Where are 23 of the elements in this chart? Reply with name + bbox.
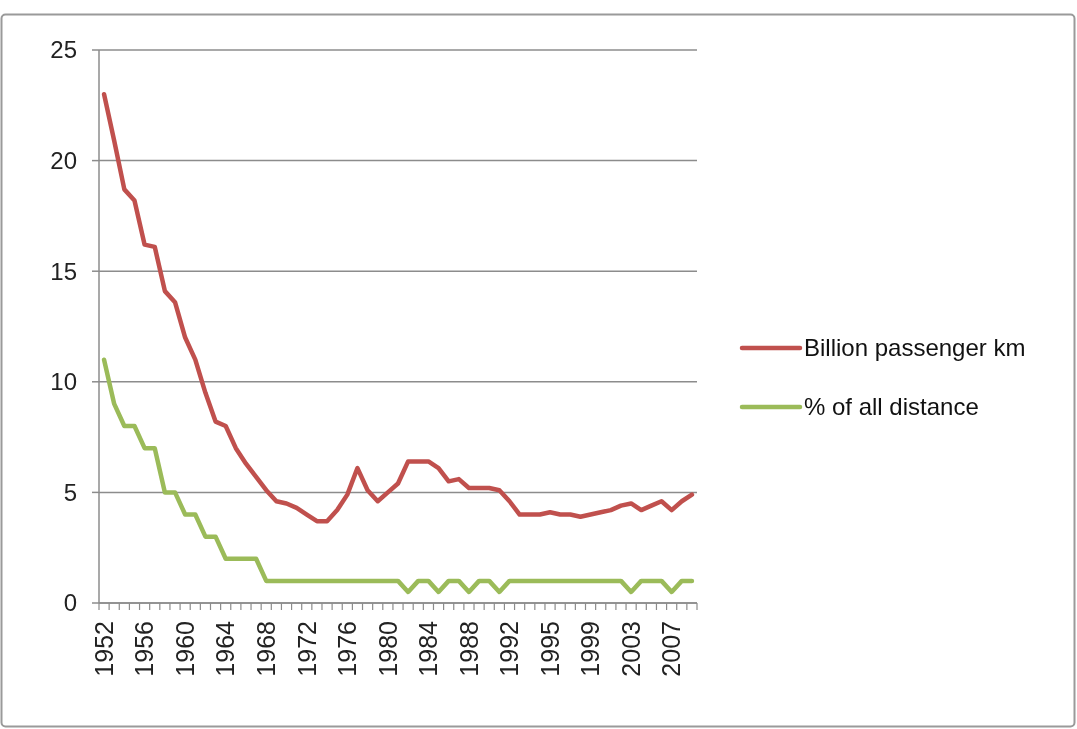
x-tick-label: 1964 xyxy=(211,620,240,677)
x-tick-label: 1999 xyxy=(576,621,605,677)
x-tick-label: 1952 xyxy=(89,621,118,677)
x-tick-label: 1992 xyxy=(495,621,524,677)
x-tick-label: 2003 xyxy=(616,621,645,677)
x-tick-label: 2007 xyxy=(657,621,686,677)
y-tick-label: 10 xyxy=(50,368,77,396)
y-tick-label: 15 xyxy=(50,257,77,285)
x-tick-label: 1968 xyxy=(251,621,280,677)
x-tick-label: 1995 xyxy=(535,621,564,677)
legend-label: % of all distance xyxy=(804,393,979,421)
y-tick-label: 0 xyxy=(63,589,77,617)
x-tick-label: 1972 xyxy=(292,621,321,677)
x-tick-label: 1984 xyxy=(414,620,443,677)
y-tick-label: 25 xyxy=(50,36,77,64)
legend-label: Billion passenger km xyxy=(804,334,1026,362)
x-tick-label: 1980 xyxy=(373,621,402,677)
x-tick-label: 1960 xyxy=(170,621,199,677)
y-tick-label: 5 xyxy=(63,478,77,506)
x-tick-label: 1976 xyxy=(333,621,362,677)
x-tick-label: 1956 xyxy=(130,621,159,677)
y-tick-label: 20 xyxy=(50,147,77,174)
x-tick-label: 1988 xyxy=(454,621,483,677)
